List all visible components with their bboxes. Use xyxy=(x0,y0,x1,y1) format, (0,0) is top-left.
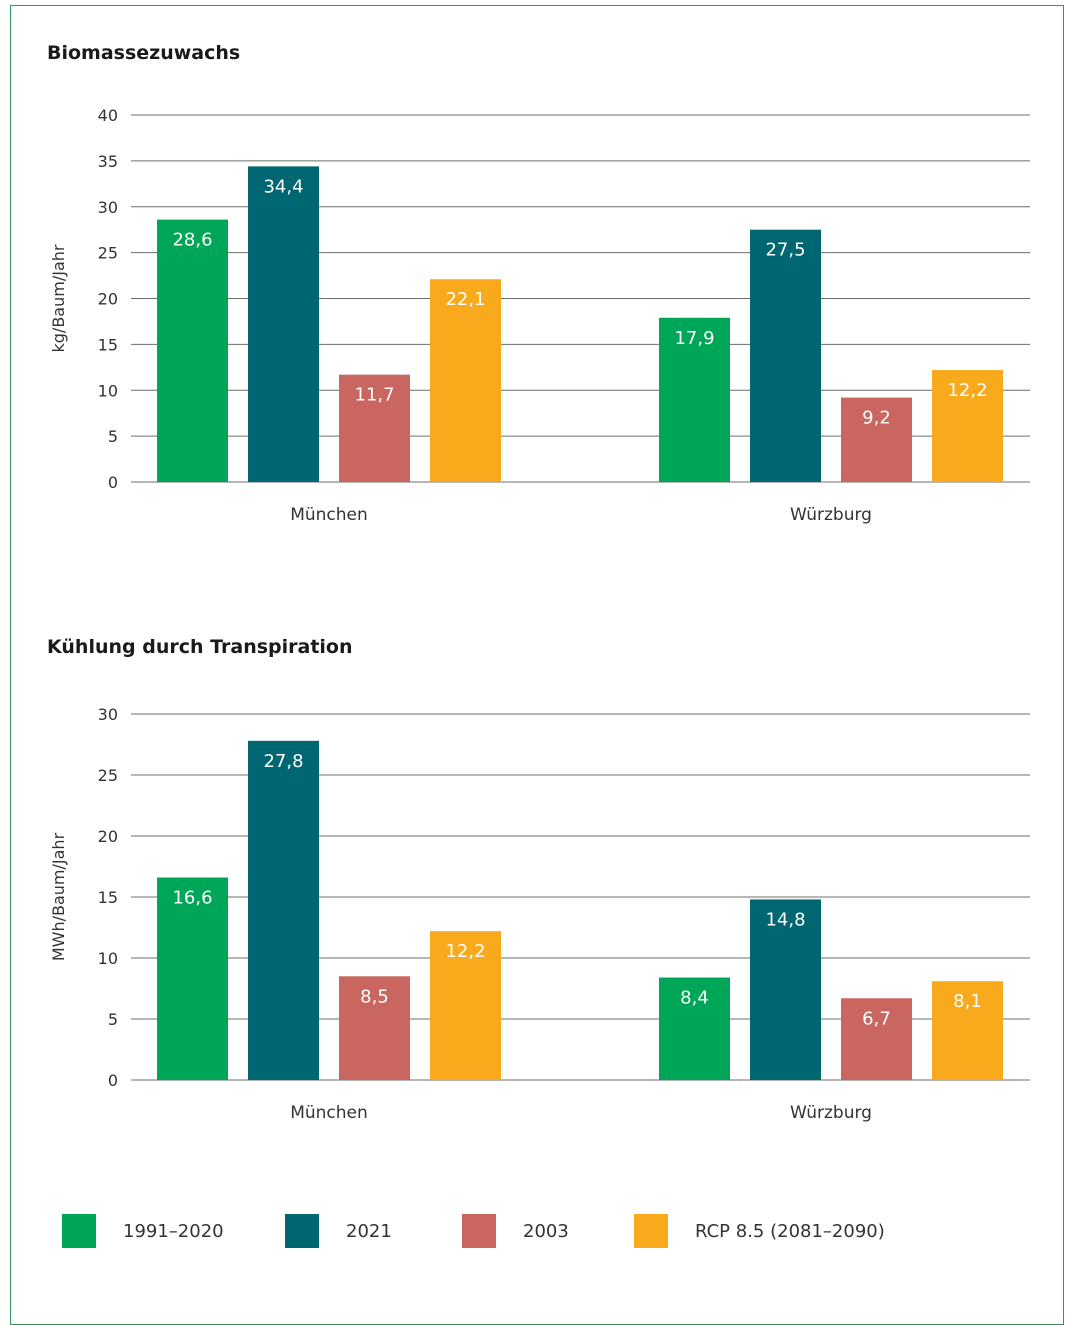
chart-title-cooling: Kühlung durch Transpiration xyxy=(47,636,353,658)
y-tick-label: 15 xyxy=(98,888,118,907)
bar-value-label: 12,2 xyxy=(445,941,485,962)
x-category-label: Würzburg xyxy=(790,505,872,525)
legend-swatch-rcp85 xyxy=(634,1214,668,1248)
bar-wuerzburg-rcp-8-5-2081-2090 xyxy=(932,981,1003,1080)
bar-value-label: 16,6 xyxy=(172,887,212,908)
bar-muenchen-2003 xyxy=(339,374,410,482)
cooling-chart: 0 5 10 15 20 25 30 MWh/Baum/Jahr 16,6 27,8 8,5 12,2… xyxy=(49,705,1030,1123)
bar-value-label: 11,7 xyxy=(354,385,394,406)
bar-wuerzburg-2003 xyxy=(841,397,912,482)
bar-muenchen-rcp-8-5-2081-2090 xyxy=(430,279,501,482)
bar-wuerzburg-1991-2020 xyxy=(659,317,730,482)
legend-label-1991-2020: 1991–2020 xyxy=(123,1220,224,1242)
y-axis-label: MWh/Baum/Jahr xyxy=(49,832,68,961)
y-tick-label: 10 xyxy=(98,381,118,400)
legend-swatch-2021 xyxy=(285,1214,319,1248)
chart-title-biomass: Biomassezuwachs xyxy=(47,42,241,64)
x-category-label: Würzburg xyxy=(790,1103,872,1123)
bar-value-label: 8,4 xyxy=(680,988,709,1009)
y-tick-label: 15 xyxy=(98,335,118,354)
bar-value-label: 17,9 xyxy=(674,328,714,349)
y-tick-label: 35 xyxy=(98,152,118,171)
y-tick-label: 5 xyxy=(108,427,118,446)
biomass-chart: 0 5 10 15 20 25 30 35 40 kg/Baum/Jahr 28,6 34,4 11,7… xyxy=(49,106,1030,525)
y-tick-label: 0 xyxy=(108,473,118,492)
legend: 1991–2020 2021 2003 RCP 8.5 (2081–2090) xyxy=(62,1214,1062,1248)
bar-value-label: 8,1 xyxy=(953,991,982,1012)
bar-value-label: 28,6 xyxy=(172,230,212,251)
y-tick-label: 25 xyxy=(98,244,118,263)
bar-value-label: 27,8 xyxy=(263,751,303,772)
bar-muenchen-2021 xyxy=(248,740,319,1080)
x-category-label: München xyxy=(290,505,368,525)
bar-value-label: 22,1 xyxy=(445,289,485,310)
bar-wuerzburg-2021 xyxy=(750,229,821,482)
legend-item-1991-2020: 1991–2020 xyxy=(62,1214,224,1248)
bar-wuerzburg-2021 xyxy=(750,899,821,1080)
bar-value-label: 8,5 xyxy=(360,986,389,1007)
y-tick-label: 25 xyxy=(98,766,118,785)
bar-wuerzburg-1991-2020 xyxy=(659,977,730,1080)
bar-wuerzburg-rcp-8-5-2081-2090 xyxy=(932,370,1003,482)
y-tick-label: 20 xyxy=(98,290,118,309)
bar-wuerzburg-2003 xyxy=(841,998,912,1080)
bar-muenchen-1991-2020 xyxy=(157,219,228,482)
legend-swatch-2003 xyxy=(462,1214,496,1248)
bar-value-label: 14,8 xyxy=(765,909,805,930)
x-category-label: München xyxy=(290,1103,368,1123)
bar-muenchen-2003 xyxy=(339,976,410,1080)
bar-muenchen-2021 xyxy=(248,166,319,482)
bar-muenchen-1991-2020 xyxy=(157,877,228,1080)
bar-value-label: 12,2 xyxy=(947,380,987,401)
legend-item-2021: 2021 xyxy=(285,1214,392,1248)
bar-value-label: 34,4 xyxy=(263,176,303,197)
bar-muenchen-rcp-8-5-2081-2090 xyxy=(430,931,501,1080)
legend-item-rcp85: RCP 8.5 (2081–2090) xyxy=(634,1214,885,1248)
y-tick-label: 5 xyxy=(108,1010,118,1029)
legend-label-rcp85: RCP 8.5 (2081–2090) xyxy=(695,1220,885,1242)
bar-value-label: 9,2 xyxy=(862,408,891,429)
y-tick-label: 0 xyxy=(108,1071,118,1090)
y-tick-label: 10 xyxy=(98,949,118,968)
y-tick-label: 30 xyxy=(98,198,118,217)
y-tick-label: 20 xyxy=(98,827,118,846)
legend-label-2003: 2003 xyxy=(523,1220,569,1242)
bar-value-label: 6,7 xyxy=(862,1008,891,1029)
legend-swatch-1991-2020 xyxy=(62,1214,96,1248)
legend-label-2021: 2021 xyxy=(346,1220,392,1242)
y-axis-label: kg/Baum/Jahr xyxy=(49,244,68,352)
legend-item-2003: 2003 xyxy=(462,1214,569,1248)
y-tick-label: 30 xyxy=(98,705,118,724)
bar-value-label: 27,5 xyxy=(765,240,805,261)
y-tick-label: 40 xyxy=(98,106,118,125)
